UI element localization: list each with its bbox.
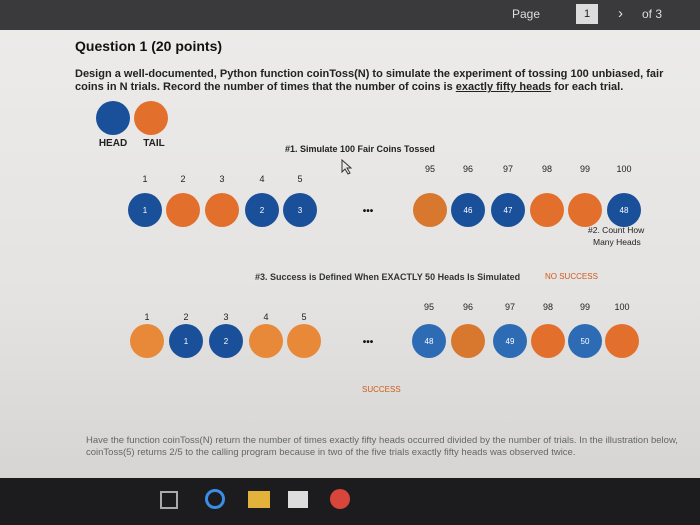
coin-label: 50 <box>581 337 590 346</box>
trial-index: 2 <box>183 312 188 322</box>
step-2: #2. Count How <box>588 225 645 235</box>
coin <box>205 193 239 227</box>
trial-index: 1 <box>142 174 147 184</box>
trial-index: 4 <box>263 312 268 322</box>
coin <box>412 324 446 358</box>
coin-label: 2 <box>224 337 229 346</box>
step-3: #3. Success is Defined When EXACTLY 50 H… <box>255 272 520 282</box>
coin-label: 47 <box>504 206 513 215</box>
trial-index: 98 <box>542 164 552 174</box>
coin <box>451 193 485 227</box>
trial-index: 1 <box>144 312 149 322</box>
trial-index: 96 <box>463 302 473 312</box>
trial-index: 100 <box>614 302 629 312</box>
coin <box>568 193 602 227</box>
ellipsis: ••• <box>363 206 374 217</box>
description-text: for each trial. <box>551 81 624 93</box>
coin <box>128 193 162 227</box>
trial-index: 4 <box>259 174 264 184</box>
coin <box>451 324 485 358</box>
coin <box>283 193 317 227</box>
coin <box>413 193 447 227</box>
legend-tail-coin <box>134 101 168 135</box>
coin <box>530 193 564 227</box>
description-text: Design a well-documented, Python functio… <box>75 68 664 93</box>
trial-index: 95 <box>425 164 435 174</box>
question-title: Question 1 (20 points) <box>75 38 223 54</box>
trial-index: 96 <box>463 164 473 174</box>
trial-index: 97 <box>505 302 515 312</box>
legend-tail: TAIL <box>143 138 164 149</box>
trial-index: 98 <box>543 302 553 312</box>
question-description: Design a well-documented, Python functio… <box>75 68 675 94</box>
taskbar-icon[interactable] <box>288 491 308 508</box>
coin <box>287 324 321 358</box>
page-label: Page <box>512 7 541 21</box>
coin <box>531 324 565 358</box>
coin-label: 2 <box>260 206 265 215</box>
coin <box>491 193 525 227</box>
trial-index: 100 <box>616 164 631 174</box>
coin <box>249 324 283 358</box>
trial-index: 95 <box>424 302 434 312</box>
taskbar-icon[interactable] <box>248 491 270 508</box>
page-number-input[interactable]: 1 <box>576 4 598 24</box>
trial-index: 5 <box>297 174 302 184</box>
coin <box>568 324 602 358</box>
trial-index: 3 <box>219 174 224 184</box>
step-2: Many Heads <box>593 237 641 247</box>
legend-head: HEAD <box>99 138 127 149</box>
coin <box>245 193 279 227</box>
taskbar-icon[interactable] <box>330 489 350 509</box>
coin <box>130 324 164 358</box>
coin-label: 48 <box>620 206 629 215</box>
coin-label: 48 <box>425 337 434 346</box>
cursor <box>341 158 353 175</box>
trial-index: 5 <box>301 312 306 322</box>
trial-index: 3 <box>223 312 228 322</box>
coin <box>607 193 641 227</box>
success-label: SUCCESS <box>362 385 401 394</box>
legend-head-coin <box>96 101 130 135</box>
coin-label: 49 <box>506 337 515 346</box>
coin <box>209 324 243 358</box>
coin <box>605 324 639 358</box>
no-success-label: NO SUCCESS <box>545 272 598 281</box>
trial-index: 2 <box>180 174 185 184</box>
coin-label: 3 <box>298 206 303 215</box>
trial-index: 99 <box>580 164 590 174</box>
description-emphasis: exactly fifty heads <box>455 81 552 93</box>
coin-label: 1 <box>143 206 148 215</box>
coin <box>169 324 203 358</box>
illustration: HEAD TAIL #1. Simulate 100 Fair Coins To… <box>96 101 645 394</box>
instructions: Have the function coinToss(N) return the… <box>86 435 678 458</box>
page-count: of 3 <box>642 7 663 21</box>
trial-index: 99 <box>580 302 590 312</box>
trial-index: 97 <box>503 164 513 174</box>
taskbar-icon[interactable] <box>205 489 225 509</box>
viewer-toolbar: Page 1 › of 3 <box>0 0 700 30</box>
step-1: #1. Simulate 100 Fair Coins Tossed <box>285 144 435 154</box>
ellipsis: ••• <box>363 337 374 348</box>
taskbar-icon[interactable] <box>160 491 178 509</box>
taskbar <box>0 478 700 525</box>
coin-label: 1 <box>184 337 189 346</box>
next-page-button[interactable]: › <box>618 5 623 22</box>
coin <box>166 193 200 227</box>
coin <box>493 324 527 358</box>
coin-label: 46 <box>464 206 473 215</box>
